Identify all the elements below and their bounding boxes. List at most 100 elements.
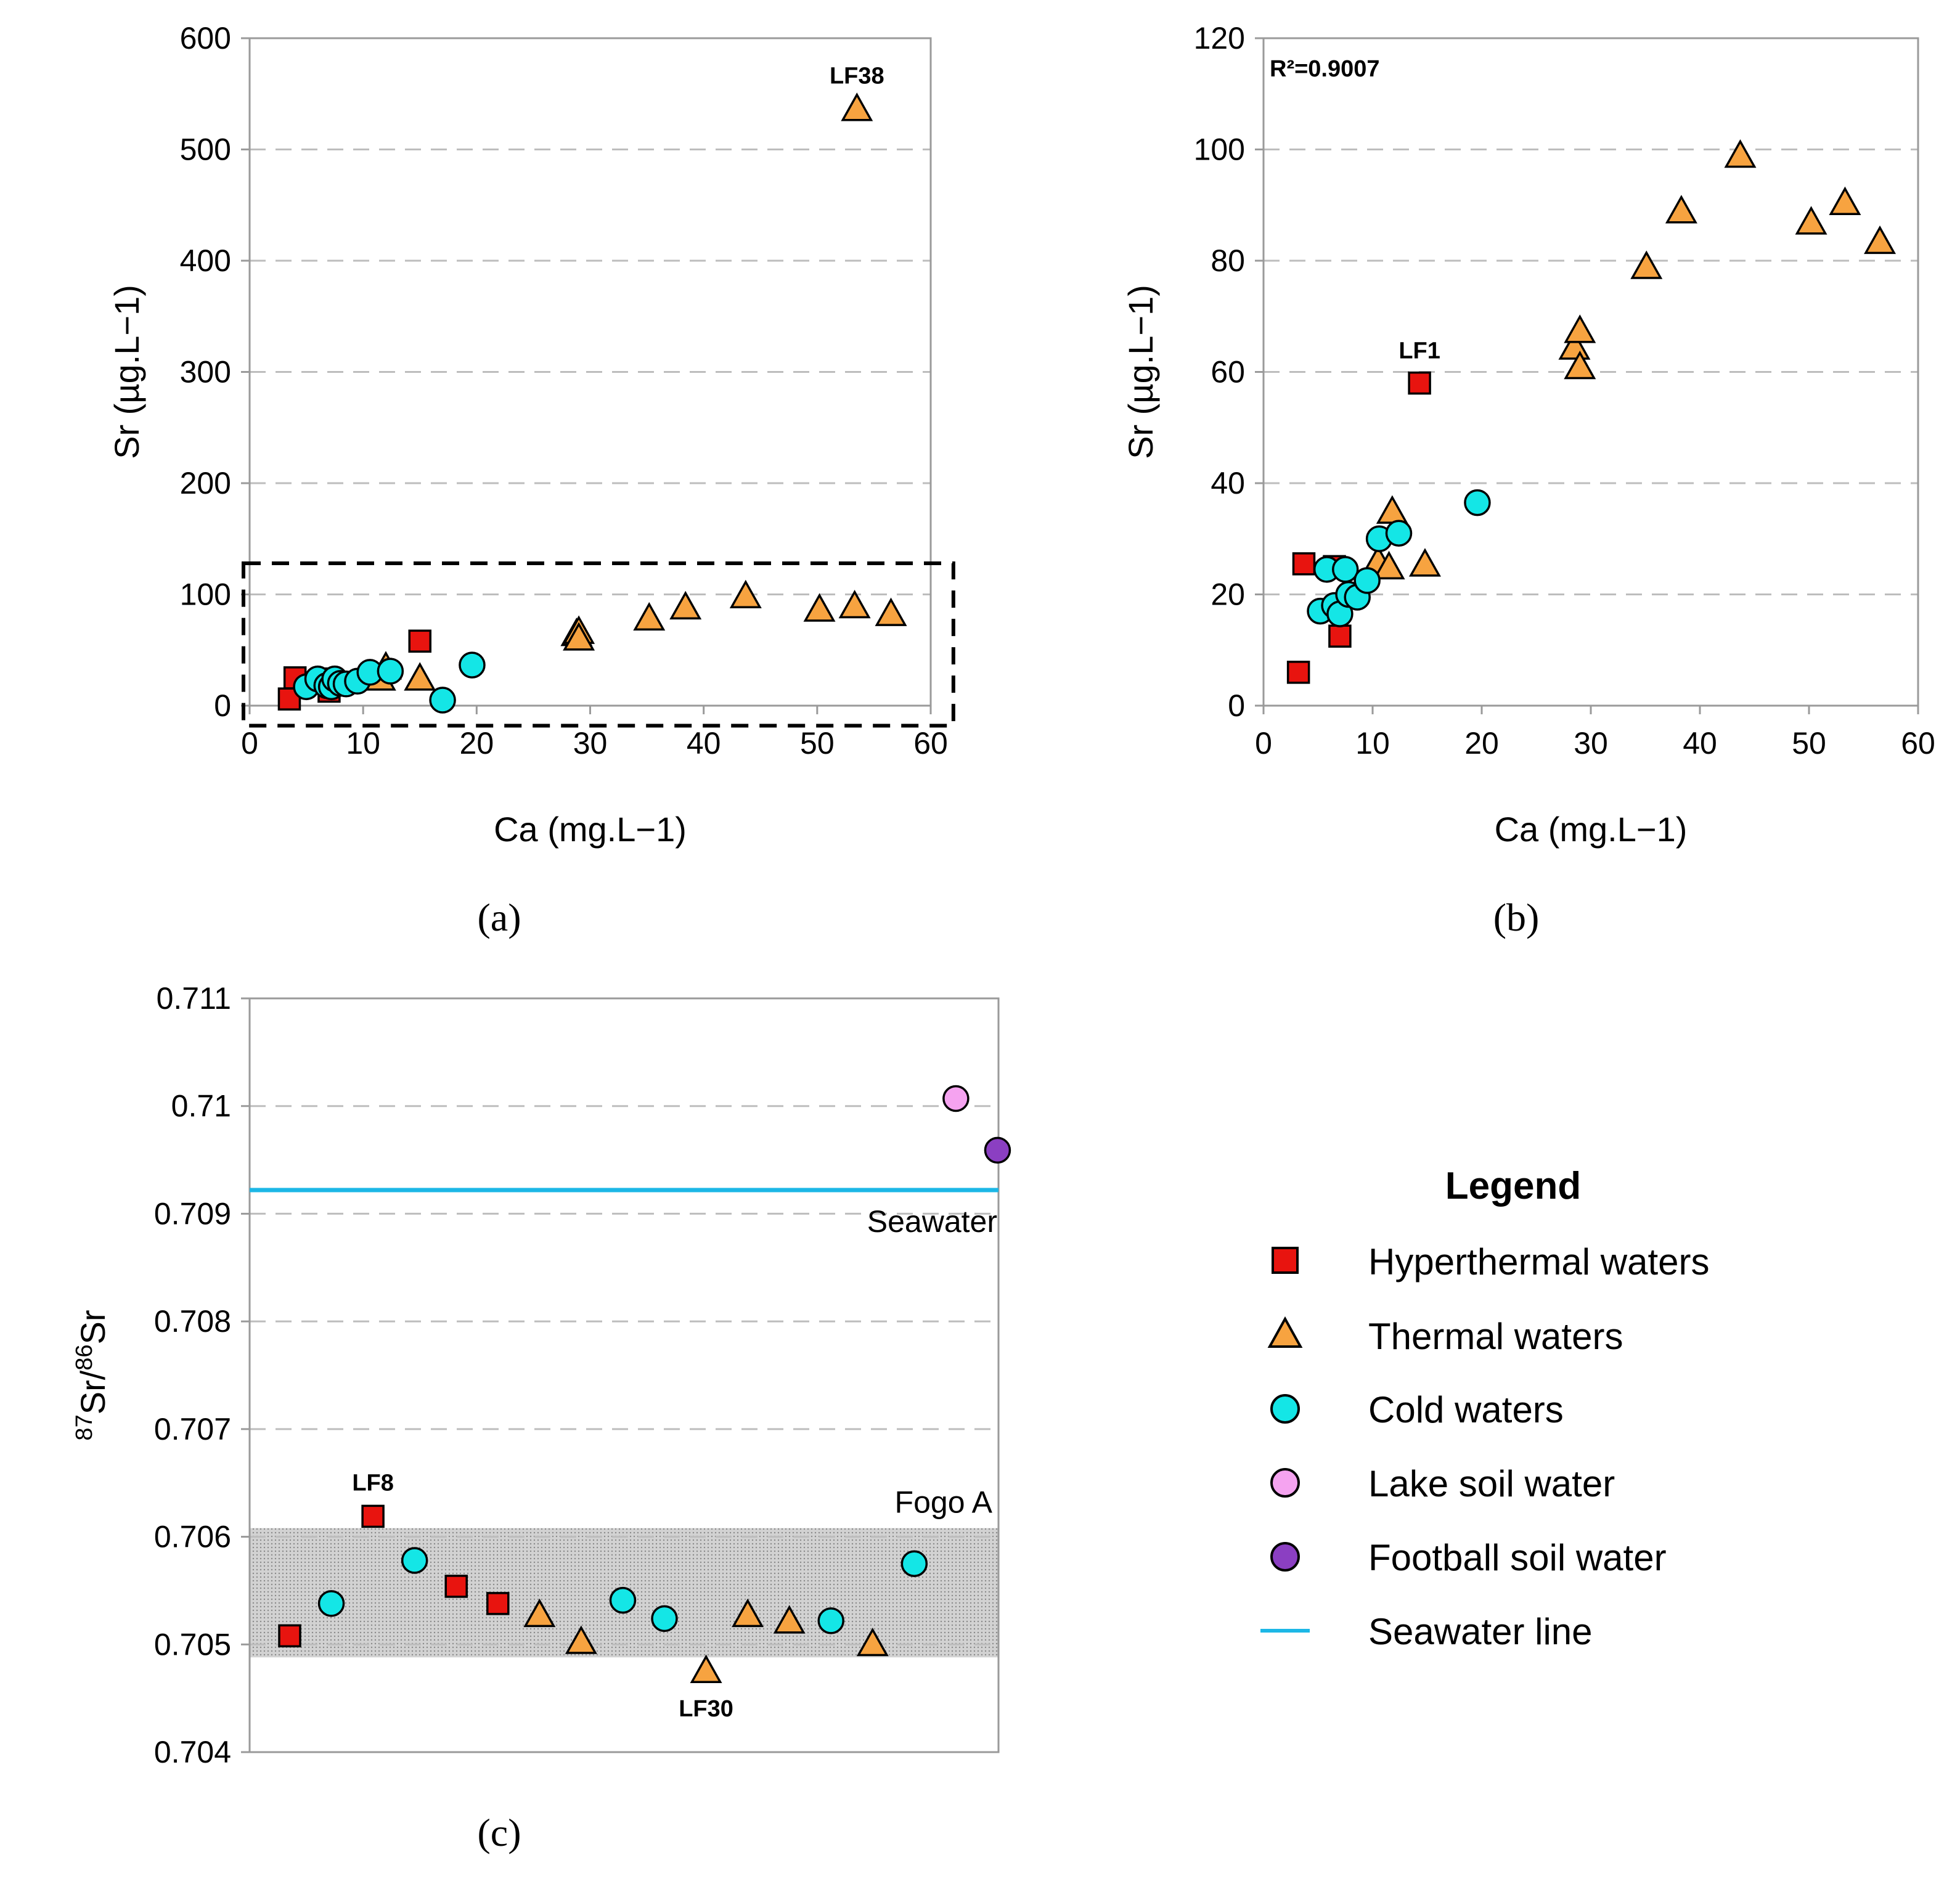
caption-c: (c) [477,1811,521,1854]
square-point [444,1575,468,1598]
circle-point [1354,567,1381,594]
triangle-point [690,1654,722,1683]
triangle-point [1795,206,1827,235]
x-tick-label: 60 [913,726,948,761]
series-thermal-waters [523,1598,889,1683]
square-point [361,1504,385,1528]
circle-point [942,1085,970,1112]
x-axis-title: Ca (mg.L−1) [494,810,687,849]
point-label: LF1 [1399,338,1440,364]
series-thermal-waters [353,92,907,691]
triangle-point [841,92,873,121]
point-label: LF8 [352,1470,394,1496]
y-axis-title: Sr (µg.L−1) [107,285,146,459]
triangle-point [563,622,595,651]
circle-point [1332,556,1359,583]
legend-label: Cold waters [1368,1389,1564,1430]
y-axis-title: Sr (µg.L−1) [1121,285,1160,459]
series-cold-waters [317,1547,928,1634]
circle-point [609,1586,637,1614]
x-tick-label: 0 [1255,726,1272,761]
series-football-soil-water [984,1136,1011,1164]
y-tick-label: 0 [1228,688,1245,723]
y-tick-label: 120 [1194,21,1245,55]
legend-marker-circle [1270,1468,1300,1498]
caption-a: (a) [477,895,521,939]
panel-a: 0 100 200 300 400 500 600 0 10 20 30 40 50 60 Ca (mg.L… [107,21,955,849]
triangle-point [773,1605,806,1634]
legend-label: Lake soil water [1368,1463,1615,1504]
y-tick-label: 0.711 [157,981,231,1016]
series-hyperthermal-waters [278,1504,510,1648]
y-tick-label: 600 [180,21,231,55]
x-tick-label: 20 [1464,726,1499,761]
triangle-point [1408,548,1441,577]
square-point [278,1624,301,1648]
y-tick-label: 0.71 [171,1089,231,1123]
y-tick-label: 0 [214,688,231,723]
y-tick-label: 0.707 [154,1412,231,1446]
x-tick-label: 50 [1792,726,1826,761]
y-tick-label: 0.708 [154,1304,231,1339]
y-tick-label: 60 [1211,355,1245,389]
x-tick-label: 10 [346,726,380,761]
element-symbol: Sr/ [73,1370,112,1414]
triangle-point [1864,225,1897,255]
seawater-label: Seawater [867,1204,997,1239]
x-axis-title: Ca (mg.L−1) [1495,810,1688,849]
series-cold-waters [293,651,486,714]
triangle-point [1564,350,1596,380]
circle-point [377,658,404,685]
triangle-point [1724,139,1757,168]
legend-item-seawater-line: Seawater line [1260,1611,1593,1652]
triangle-point [565,1625,597,1654]
legend-title: Legend [1445,1165,1581,1207]
legend-item-hyperthermal: Hyperthermal waters [1272,1241,1710,1283]
point-label: LF30 [679,1696,733,1722]
legend-label: Football soil water [1368,1537,1667,1578]
x-tick-label: 40 [687,726,721,761]
zoom-region-box [242,561,955,728]
y-tick-label: 200 [180,466,231,500]
square-point [1286,661,1310,684]
circle-point [1464,489,1491,516]
y-tick-label: 100 [1194,133,1245,167]
triangle-point [1665,195,1697,224]
circle-point [317,1590,345,1617]
legend-label: Hyperthermal waters [1368,1241,1710,1283]
y-axis-title: 87Sr/86Sr [71,1310,112,1440]
triangle-point [856,1627,889,1657]
triangle-point [669,590,702,620]
legend-marker-square [1272,1247,1299,1274]
triangle-point [523,1598,556,1628]
circle-point [459,651,486,679]
y-tick-label: 500 [180,133,231,167]
circle-point [900,1550,928,1577]
square-point [1408,371,1431,395]
y-tick-label: 0.704 [154,1735,231,1769]
triangle-point [1630,250,1663,279]
isotope-superscript: 87 [71,1414,97,1440]
triangle-point [1829,186,1861,215]
circle-point [401,1547,428,1574]
legend-item-lake-soil: Lake soil water [1270,1463,1615,1504]
legend-marker-circle [1270,1394,1300,1424]
square-point [408,629,431,653]
plot-frame [248,997,1000,1753]
panel-c: Fogo A 0.704 0.705 0.706 0.707 0.708 0.709 0.71… [71,981,1011,1769]
y-tick-label: 0.705 [154,1627,231,1662]
square-point [486,1592,510,1615]
caption-b: (b) [1493,895,1540,939]
series-thermal-waters [1362,139,1897,580]
x-tick-label: 60 [1901,726,1935,761]
legend-item-thermal: Thermal waters [1267,1316,1623,1357]
legend-item-football-soil: Football soil water [1270,1537,1667,1578]
circle-point [651,1605,678,1633]
triangle-point [729,579,762,609]
x-tick-label: 30 [573,726,608,761]
circle-point [1385,520,1413,547]
triangle-point [1373,550,1405,580]
square-point [1292,552,1316,576]
r-squared-label: R²=0.9007 [1270,56,1380,82]
